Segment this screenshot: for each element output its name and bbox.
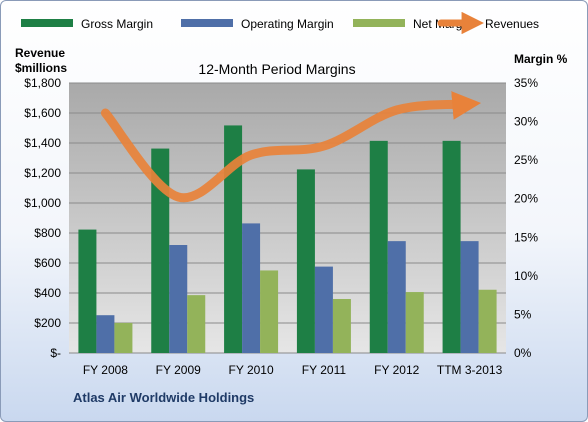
bar-operating-margin: [96, 315, 115, 353]
right-tick-label: 15%: [514, 230, 538, 244]
right-tick-label: 0%: [514, 346, 532, 360]
left-tick-label: $1,000: [24, 196, 61, 210]
x-tick-label: FY 2009: [156, 363, 201, 377]
legend-swatch-operating-margin: [181, 19, 233, 27]
x-tick-label: TTM 3-2013: [437, 363, 503, 377]
bar-operating-margin: [314, 266, 333, 353]
right-tick-label: 20%: [514, 192, 538, 206]
plot-area: [69, 83, 506, 353]
right-tick-label: 10%: [514, 269, 538, 283]
x-tick-label: FY 2012: [374, 363, 419, 377]
company-name: Atlas Air Worldwide Holdings: [73, 390, 254, 405]
right-tick-label: 5%: [514, 307, 532, 321]
left-axis-label-line1: Revenue: [15, 46, 65, 60]
legend-label-operating-margin: Operating Margin: [241, 17, 334, 31]
bar-gross-margin: [224, 125, 243, 353]
left-tick-label: $600: [34, 256, 61, 270]
left-tick-label: $1,800: [24, 76, 61, 90]
bar-net-margin: [478, 289, 497, 353]
right-axis-label: Margin %: [514, 52, 568, 66]
bar-operating-margin: [387, 241, 406, 353]
left-tick-label: $1,600: [24, 106, 61, 120]
legend-label-revenues: Revenues: [485, 17, 539, 31]
bar-net-margin: [260, 270, 279, 353]
left-tick-label: $200: [34, 316, 61, 330]
x-tick-label: FY 2011: [302, 363, 347, 377]
left-tick-label: $400: [34, 286, 61, 300]
bar-gross-margin: [78, 229, 97, 353]
bar-gross-margin: [296, 169, 315, 353]
bar-operating-margin: [169, 245, 188, 353]
left-tick-label: $-: [50, 346, 61, 360]
bar-operating-margin: [242, 223, 261, 353]
bar-gross-margin: [442, 140, 461, 353]
bar-operating-margin: [460, 241, 479, 353]
x-tick-label: FY 2008: [83, 363, 128, 377]
left-axis-label-line2: $millions: [15, 61, 67, 75]
bar-net-margin: [187, 295, 206, 353]
left-tick-label: $1,400: [24, 136, 61, 150]
left-tick-label: $800: [34, 226, 61, 240]
x-tick-label: FY 2010: [229, 363, 274, 377]
bar-net-margin: [405, 292, 424, 353]
left-tick-label: $1,200: [24, 166, 61, 180]
bar-net-margin: [114, 322, 133, 353]
right-tick-label: 30%: [514, 115, 538, 129]
right-tick-label: 25%: [514, 153, 538, 167]
bar-gross-margin: [151, 148, 170, 353]
right-tick-label: 35%: [514, 76, 538, 90]
legend-swatch-gross-margin: [21, 19, 73, 27]
legend-swatch-net-margin: [353, 19, 405, 27]
bar-net-margin: [332, 299, 351, 353]
chart-title: 12-Month Period Margins: [198, 61, 355, 77]
legend-label-gross-margin: Gross Margin: [81, 17, 153, 31]
revenues-line: [100, 91, 482, 203]
bar-gross-margin: [369, 140, 388, 353]
